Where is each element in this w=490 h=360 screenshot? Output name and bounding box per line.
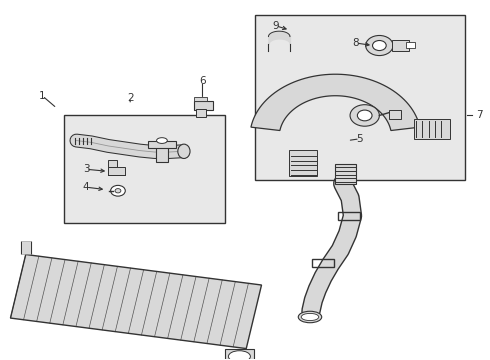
Ellipse shape <box>178 144 190 158</box>
Bar <box>406 42 415 48</box>
Text: 6: 6 <box>199 76 206 86</box>
Circle shape <box>111 185 125 196</box>
Text: 7: 7 <box>476 111 482 121</box>
Bar <box>389 110 401 119</box>
Ellipse shape <box>298 311 322 323</box>
Bar <box>335 164 356 184</box>
Bar <box>313 259 334 267</box>
Bar <box>289 149 318 176</box>
Ellipse shape <box>301 314 319 320</box>
Text: 3: 3 <box>83 164 90 174</box>
Circle shape <box>115 189 121 193</box>
Text: 1: 1 <box>39 91 46 101</box>
Circle shape <box>372 41 386 50</box>
Bar <box>148 141 175 148</box>
Text: 4: 4 <box>83 182 90 192</box>
Circle shape <box>366 36 393 55</box>
Text: 2: 2 <box>127 93 133 103</box>
Bar <box>255 15 465 180</box>
Polygon shape <box>251 74 420 131</box>
Text: 8: 8 <box>353 38 359 48</box>
Polygon shape <box>10 255 262 348</box>
Bar <box>225 348 254 360</box>
Circle shape <box>350 105 379 126</box>
Bar <box>108 167 125 175</box>
Bar <box>392 40 409 51</box>
Bar <box>64 116 225 223</box>
Ellipse shape <box>157 138 167 143</box>
Bar <box>194 101 213 110</box>
Ellipse shape <box>228 351 250 360</box>
Bar <box>196 109 206 117</box>
Circle shape <box>357 110 372 121</box>
Bar <box>194 97 207 101</box>
Bar <box>108 159 117 167</box>
Bar <box>414 119 450 139</box>
Bar <box>338 212 360 220</box>
Bar <box>156 142 168 162</box>
Text: 9: 9 <box>272 21 279 31</box>
Text: 5: 5 <box>357 134 363 144</box>
